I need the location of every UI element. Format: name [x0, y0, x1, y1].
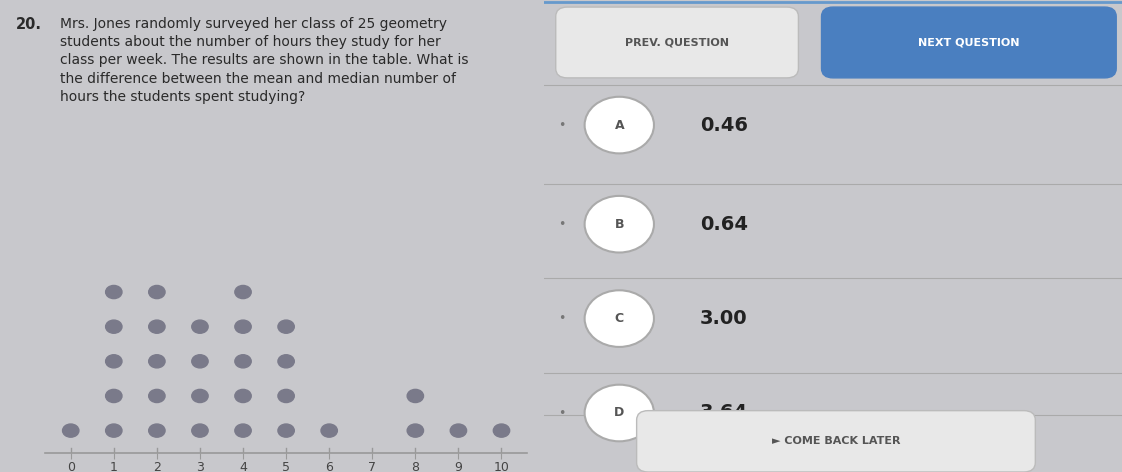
Circle shape	[234, 320, 251, 333]
Text: 3.64: 3.64	[700, 404, 748, 422]
Circle shape	[585, 385, 654, 441]
Circle shape	[585, 290, 654, 347]
Circle shape	[278, 320, 294, 333]
Text: NEXT QUESTION: NEXT QUESTION	[918, 37, 1020, 48]
Circle shape	[321, 424, 338, 437]
Text: •: •	[559, 406, 565, 420]
Text: C: C	[615, 312, 624, 325]
Text: Mrs. Jones randomly surveyed her class of 25 geometry
students about the number : Mrs. Jones randomly surveyed her class o…	[59, 17, 468, 104]
Circle shape	[192, 424, 209, 437]
Circle shape	[234, 355, 251, 368]
FancyBboxPatch shape	[555, 7, 799, 78]
Circle shape	[407, 424, 423, 437]
Text: D: D	[614, 406, 625, 420]
Text: B: B	[615, 218, 624, 231]
Circle shape	[105, 424, 122, 437]
Circle shape	[234, 286, 251, 299]
Circle shape	[278, 355, 294, 368]
Circle shape	[278, 389, 294, 403]
Circle shape	[149, 320, 165, 333]
FancyBboxPatch shape	[821, 7, 1116, 78]
Circle shape	[585, 97, 654, 153]
Text: 3.00: 3.00	[700, 309, 747, 328]
Text: A: A	[615, 118, 624, 132]
Circle shape	[234, 389, 251, 403]
Circle shape	[149, 355, 165, 368]
Text: ► COME BACK LATER: ► COME BACK LATER	[772, 436, 900, 447]
Circle shape	[192, 355, 209, 368]
Circle shape	[407, 389, 423, 403]
Circle shape	[149, 286, 165, 299]
Circle shape	[278, 424, 294, 437]
Text: 0.64: 0.64	[700, 215, 748, 234]
Circle shape	[234, 424, 251, 437]
Circle shape	[105, 389, 122, 403]
Circle shape	[105, 286, 122, 299]
Circle shape	[63, 424, 79, 437]
Text: •: •	[559, 118, 565, 132]
Circle shape	[149, 424, 165, 437]
Circle shape	[192, 320, 209, 333]
Text: •: •	[559, 218, 565, 231]
Text: 20.: 20.	[17, 17, 43, 32]
Circle shape	[105, 355, 122, 368]
Text: •: •	[559, 312, 565, 325]
Circle shape	[149, 389, 165, 403]
Circle shape	[192, 389, 209, 403]
Text: PREV. QUESTION: PREV. QUESTION	[625, 37, 729, 48]
Circle shape	[494, 424, 509, 437]
Circle shape	[450, 424, 467, 437]
Circle shape	[585, 196, 654, 253]
FancyBboxPatch shape	[636, 411, 1036, 472]
Text: 0.46: 0.46	[700, 116, 748, 135]
Circle shape	[105, 320, 122, 333]
